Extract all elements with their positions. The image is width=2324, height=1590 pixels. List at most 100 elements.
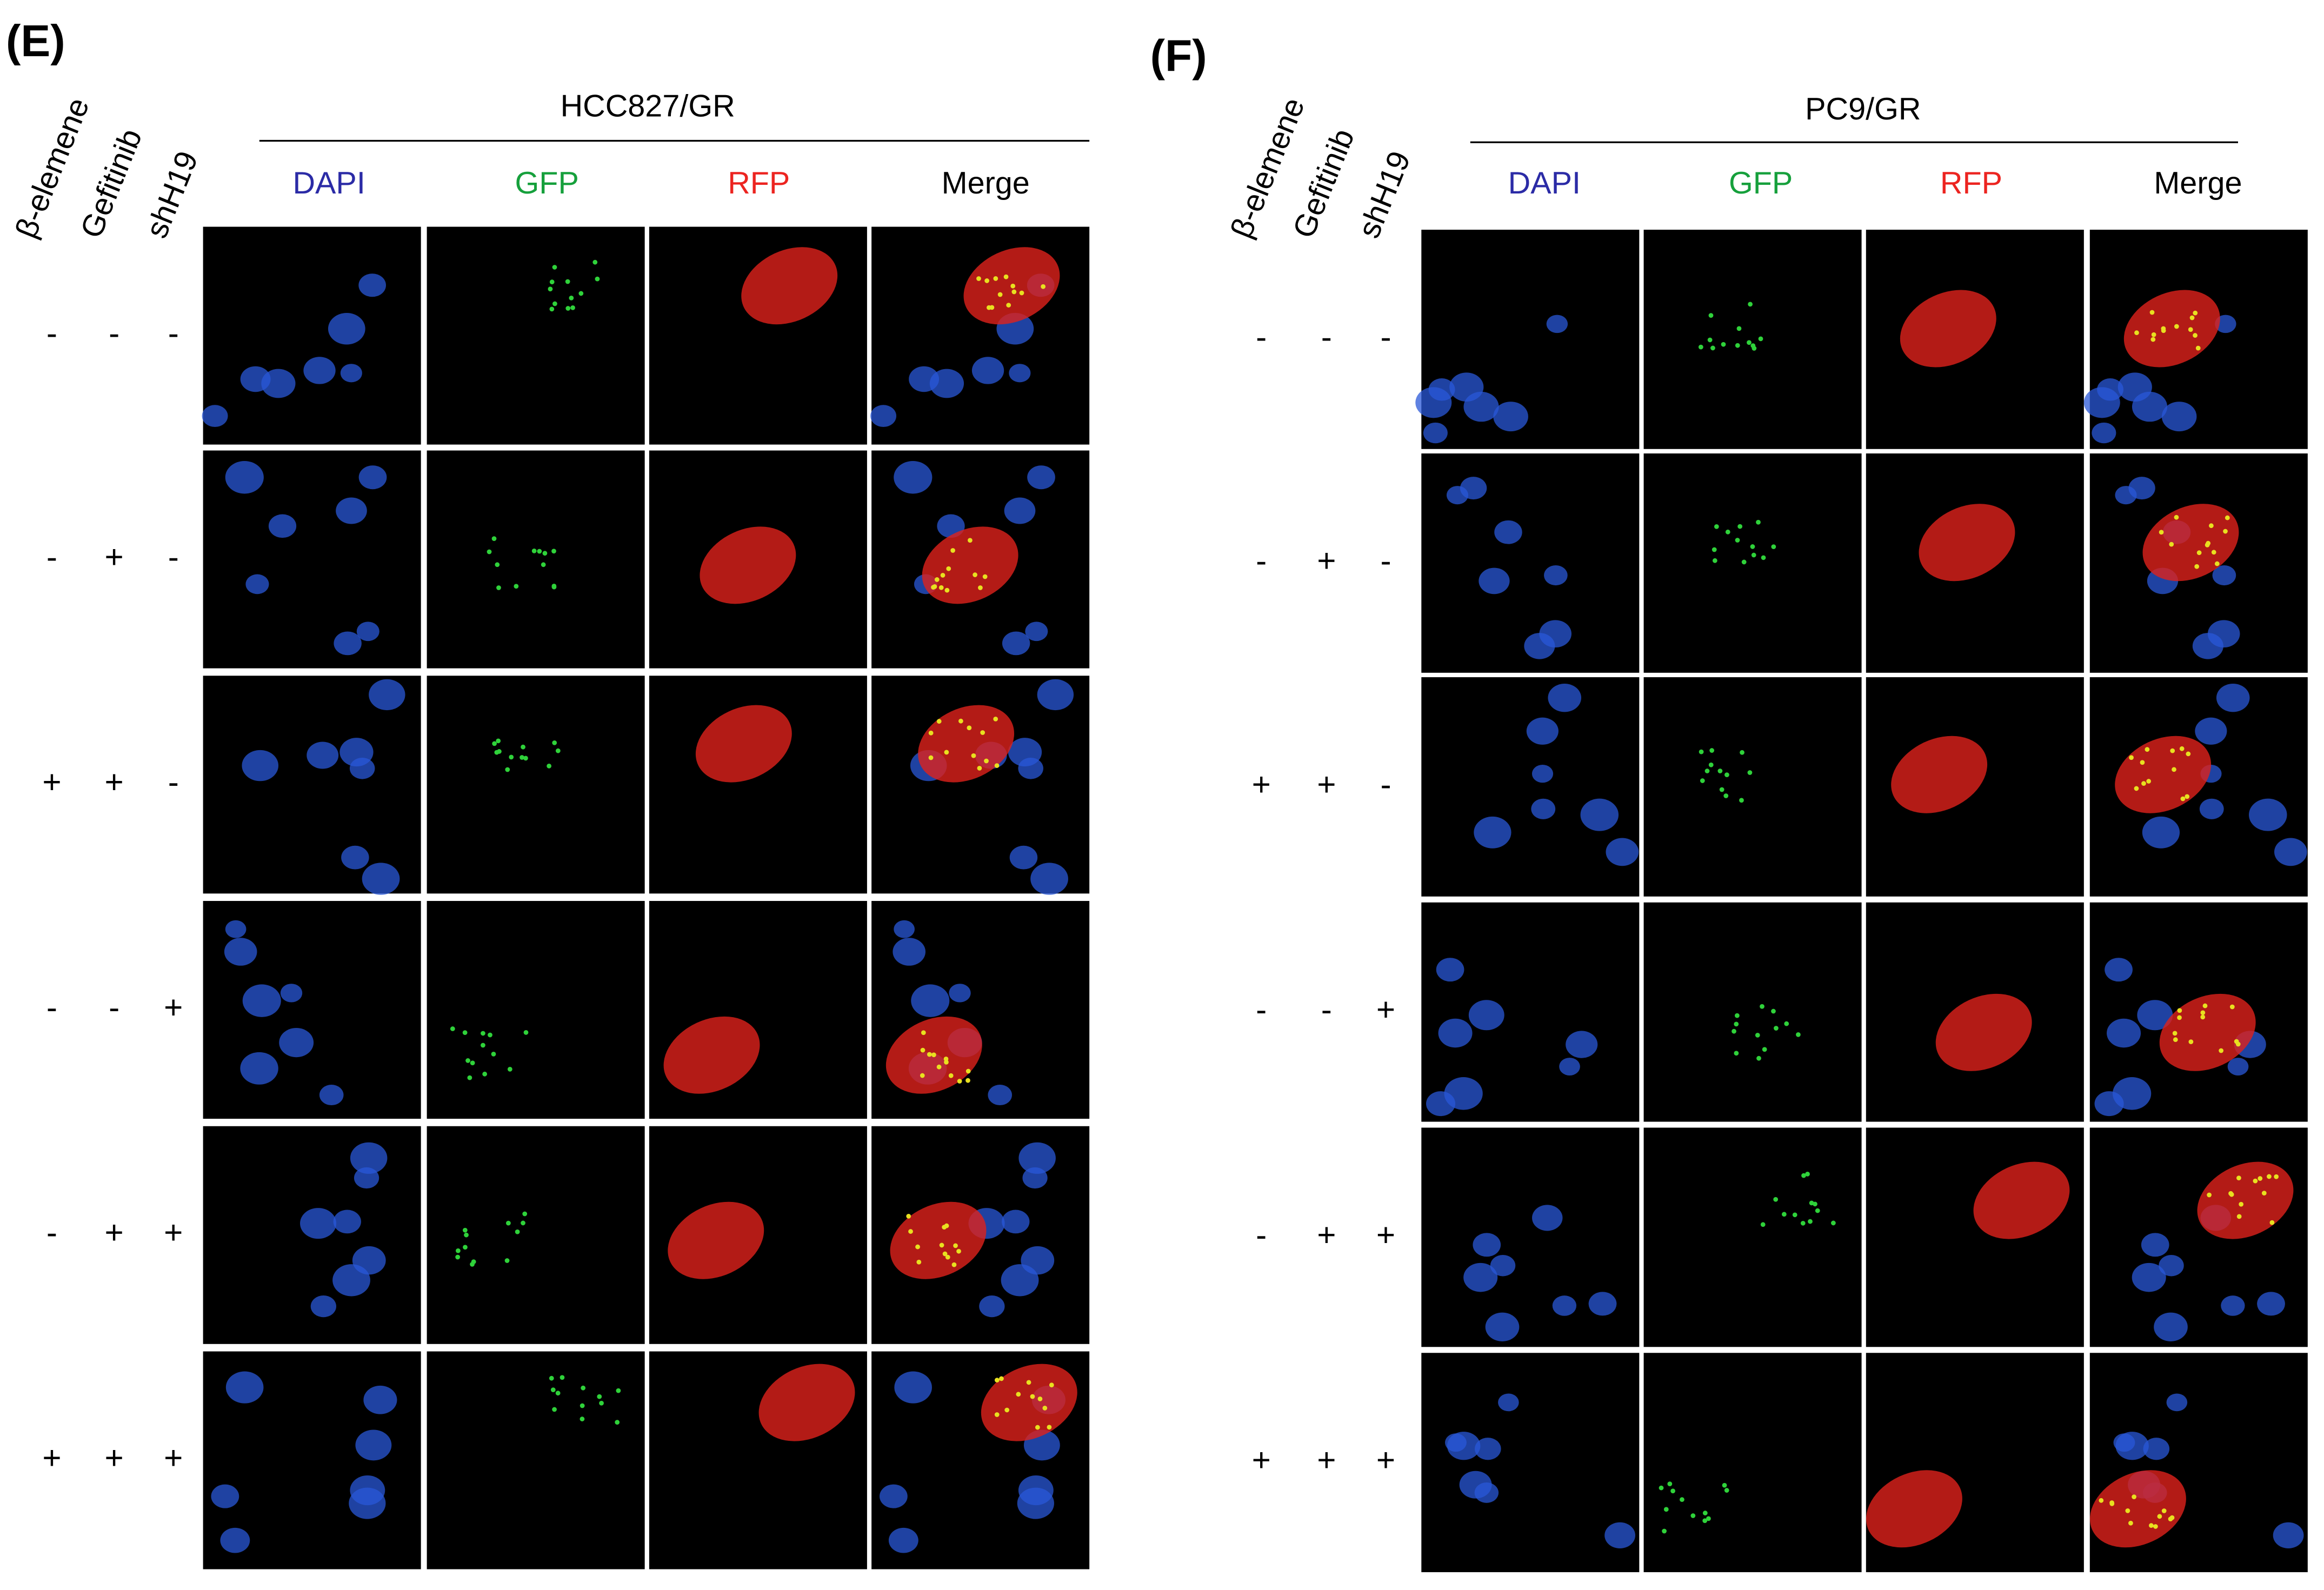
treatment-sign: +: [42, 764, 61, 800]
green-dot: [482, 1071, 488, 1077]
micrograph: [1866, 1353, 2084, 1573]
green-dot: [580, 1403, 585, 1408]
green-dot: [2253, 1178, 2258, 1184]
green-dot: [1704, 769, 1710, 773]
micrograph: [1421, 453, 1640, 673]
micrograph: [2089, 453, 2308, 673]
red-signal: [668, 1201, 764, 1279]
green-dot: [1800, 1220, 1806, 1226]
red-signal: [758, 1364, 855, 1441]
green-dot: [1722, 1482, 1727, 1488]
micrograph: [649, 901, 867, 1119]
micrograph-background: [1643, 230, 1862, 449]
nucleus: [971, 357, 1004, 384]
green-dot: [1756, 519, 1761, 525]
channel-label: RFP: [728, 166, 790, 201]
nucleus: [307, 741, 339, 769]
factor-label: Gefitinib: [1287, 124, 1361, 243]
micrograph: [203, 1126, 421, 1344]
micrograph: [1866, 1127, 2084, 1347]
green-dot: [973, 572, 977, 577]
green-dot: [1721, 342, 1726, 347]
nucleus: [1446, 486, 1469, 505]
green-dot: [2267, 1174, 2272, 1179]
nucleus: [2132, 1262, 2166, 1292]
micrograph-background: [427, 676, 645, 894]
micrograph: [1866, 902, 2084, 1122]
green-dot: [521, 744, 525, 750]
green-dot: [1667, 1481, 1673, 1487]
red-signal: [1935, 993, 2032, 1071]
green-dot: [957, 1079, 962, 1084]
green-dot: [2157, 1514, 2162, 1519]
green-dot: [1755, 1033, 1760, 1038]
nucleus: [1436, 958, 1464, 982]
green-dot: [1035, 1425, 1040, 1430]
nucleus: [888, 1527, 918, 1553]
green-dot: [2258, 1176, 2263, 1181]
green-dot: [1706, 1516, 1711, 1521]
green-dot: [515, 1229, 520, 1234]
green-dot: [950, 548, 955, 553]
green-dot: [1771, 1008, 1776, 1014]
green-dot: [509, 754, 514, 760]
green-dot: [1659, 1485, 1664, 1491]
nucleus: [2221, 1295, 2245, 1316]
green-dot: [936, 719, 942, 724]
green-dot: [1737, 524, 1743, 529]
channel-label: GFP: [1729, 166, 1793, 201]
green-dot: [2174, 515, 2179, 520]
green-dot: [920, 1047, 925, 1053]
red-signal: [2142, 504, 2239, 582]
green-dot: [1741, 559, 1747, 565]
green-dot: [1006, 303, 1011, 308]
green-dot: [2193, 310, 2198, 316]
nucleus: [1002, 631, 1030, 656]
green-dot: [2194, 564, 2200, 569]
nucleus: [358, 465, 387, 490]
green-dot: [948, 1073, 954, 1078]
nucleus: [1559, 1058, 1580, 1075]
green-dot: [1702, 1518, 1708, 1524]
green-dot: [520, 755, 524, 760]
green-dot: [470, 1261, 475, 1267]
green-dot: [488, 1032, 492, 1038]
green-dot: [1815, 1208, 1820, 1213]
nucleus: [2161, 402, 2197, 432]
nucleus: [2195, 717, 2227, 745]
nucleus: [1475, 1438, 1501, 1460]
nucleus: [268, 514, 297, 538]
micrograph: [2089, 1127, 2308, 1347]
nucleus: [261, 369, 296, 398]
green-dot: [570, 305, 575, 310]
green-dot: [492, 741, 497, 746]
nucleus: [2113, 1077, 2152, 1110]
nucleus: [1588, 1292, 1617, 1316]
channel-label: RFP: [1940, 166, 2002, 201]
green-dot: [450, 1026, 455, 1031]
green-dot: [595, 276, 600, 282]
treatment-sign: +: [1317, 1216, 1336, 1253]
channel-label: Merge: [942, 166, 1030, 201]
nucleus: [1423, 422, 1448, 444]
green-dot: [920, 1073, 925, 1078]
channel-label: DAPI: [292, 166, 365, 201]
green-dot: [523, 1030, 529, 1035]
factor-label: shH19: [139, 146, 205, 243]
green-dot: [978, 585, 983, 590]
treatment-sign: +: [1317, 1441, 1336, 1478]
treatment-sign: +: [164, 988, 183, 1025]
factor-label: shH19: [1351, 146, 1417, 243]
green-dot: [934, 577, 940, 582]
green-dot: [1760, 1004, 1764, 1009]
micrograph-background: [649, 226, 867, 445]
green-dot: [616, 1388, 621, 1393]
treatment-sign: -: [1256, 991, 1267, 1028]
green-dot: [592, 259, 598, 265]
green-dot: [496, 585, 501, 590]
treatment-sign: -: [46, 538, 57, 575]
treatment-sign: +: [164, 1439, 183, 1476]
green-dot: [2109, 1501, 2115, 1506]
red-signal: [2159, 993, 2256, 1071]
green-dot: [599, 1400, 604, 1406]
